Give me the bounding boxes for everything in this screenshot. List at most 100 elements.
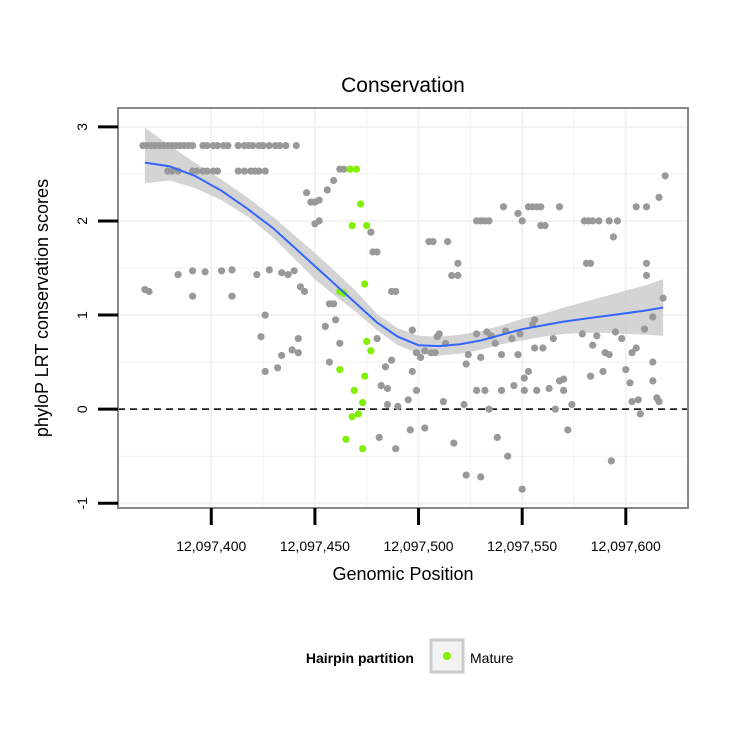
other-point xyxy=(330,300,338,308)
other-point xyxy=(605,217,613,225)
other-point xyxy=(516,330,524,338)
other-point xyxy=(551,405,559,413)
x-tick-label: 12,097,400 xyxy=(176,538,246,554)
other-point xyxy=(325,358,333,366)
other-point xyxy=(605,351,613,359)
legend-label-mature: Mature xyxy=(470,650,514,666)
other-point xyxy=(649,358,657,366)
other-point xyxy=(640,325,649,333)
mature-point xyxy=(348,222,356,230)
other-point xyxy=(653,394,661,402)
mature-point xyxy=(359,445,367,453)
other-point xyxy=(290,267,298,275)
other-point xyxy=(261,167,269,175)
other-point xyxy=(408,367,416,376)
other-point xyxy=(642,271,651,280)
other-point xyxy=(228,292,236,300)
x-tick-label: 12,097,450 xyxy=(280,538,350,554)
other-point xyxy=(168,167,176,175)
other-point xyxy=(508,335,516,343)
other-point xyxy=(499,203,508,211)
mature-point xyxy=(363,222,371,230)
other-point xyxy=(412,386,421,394)
other-point xyxy=(473,386,481,394)
x-tick-label: 12,097,600 xyxy=(591,538,661,554)
other-point xyxy=(234,167,242,175)
other-point xyxy=(294,349,302,357)
plot-panel-border xyxy=(117,107,689,509)
other-point xyxy=(145,287,153,296)
confidence-band xyxy=(144,127,664,356)
other-point xyxy=(464,351,472,359)
other-point xyxy=(497,386,506,394)
other-point xyxy=(421,424,429,432)
mature-point xyxy=(361,372,369,380)
scatter-points xyxy=(139,142,669,493)
y-tick-label: -1 xyxy=(74,497,90,510)
other-point xyxy=(394,402,402,410)
other-point xyxy=(642,259,651,267)
other-point xyxy=(636,410,644,418)
other-point xyxy=(568,400,576,409)
other-point xyxy=(392,445,400,453)
other-point xyxy=(189,142,197,150)
y-axis: -1 0 1 2 3 xyxy=(74,123,118,510)
other-point xyxy=(655,193,663,201)
other-point xyxy=(383,384,392,393)
other-point xyxy=(373,248,381,256)
other-point xyxy=(381,363,389,371)
other-point xyxy=(462,471,470,479)
other-point xyxy=(497,351,506,359)
other-point xyxy=(539,344,547,352)
other-point xyxy=(514,351,522,359)
confidence-band-group xyxy=(144,127,664,356)
other-point xyxy=(504,452,512,460)
mature-point xyxy=(348,413,356,421)
other-point xyxy=(406,426,414,434)
other-point xyxy=(435,330,443,338)
other-point xyxy=(520,386,528,394)
other-point xyxy=(622,366,630,374)
other-point xyxy=(261,311,269,319)
other-point xyxy=(589,217,597,225)
mature-point xyxy=(352,165,360,173)
other-point xyxy=(392,287,400,296)
other-point xyxy=(491,339,499,347)
mature-point xyxy=(367,347,375,355)
other-point xyxy=(560,386,568,394)
other-point xyxy=(276,142,284,150)
other-point xyxy=(213,167,222,175)
other-point xyxy=(330,176,338,185)
other-point xyxy=(555,377,564,385)
other-point xyxy=(388,356,396,364)
other-point xyxy=(300,287,309,296)
other-point xyxy=(332,316,340,324)
other-point xyxy=(284,271,292,279)
legend-key-mature-point xyxy=(443,652,451,660)
other-point xyxy=(315,196,323,204)
other-point xyxy=(595,217,603,225)
y-tick-label: 3 xyxy=(74,123,90,131)
other-point xyxy=(485,217,493,225)
mature-point xyxy=(336,366,344,374)
other-point xyxy=(531,344,539,352)
other-point xyxy=(377,382,385,390)
other-point xyxy=(649,313,657,321)
other-point xyxy=(531,316,539,324)
other-point xyxy=(253,271,261,279)
other-point xyxy=(609,233,618,241)
y-axis-title: phyloP LRT conservation scores xyxy=(32,179,52,437)
other-point xyxy=(292,142,300,150)
other-point xyxy=(518,485,526,493)
x-axis: 12,097,400 12,097,450 12,097,500 12,097,550… xyxy=(176,508,661,554)
other-point xyxy=(481,386,489,394)
mature-point xyxy=(363,337,371,345)
other-point xyxy=(514,209,522,217)
other-point xyxy=(274,364,282,372)
other-point xyxy=(296,283,304,291)
other-point xyxy=(249,142,257,150)
other-point xyxy=(520,374,528,382)
other-point xyxy=(224,142,232,150)
other-point xyxy=(661,172,669,180)
other-point xyxy=(493,433,501,441)
